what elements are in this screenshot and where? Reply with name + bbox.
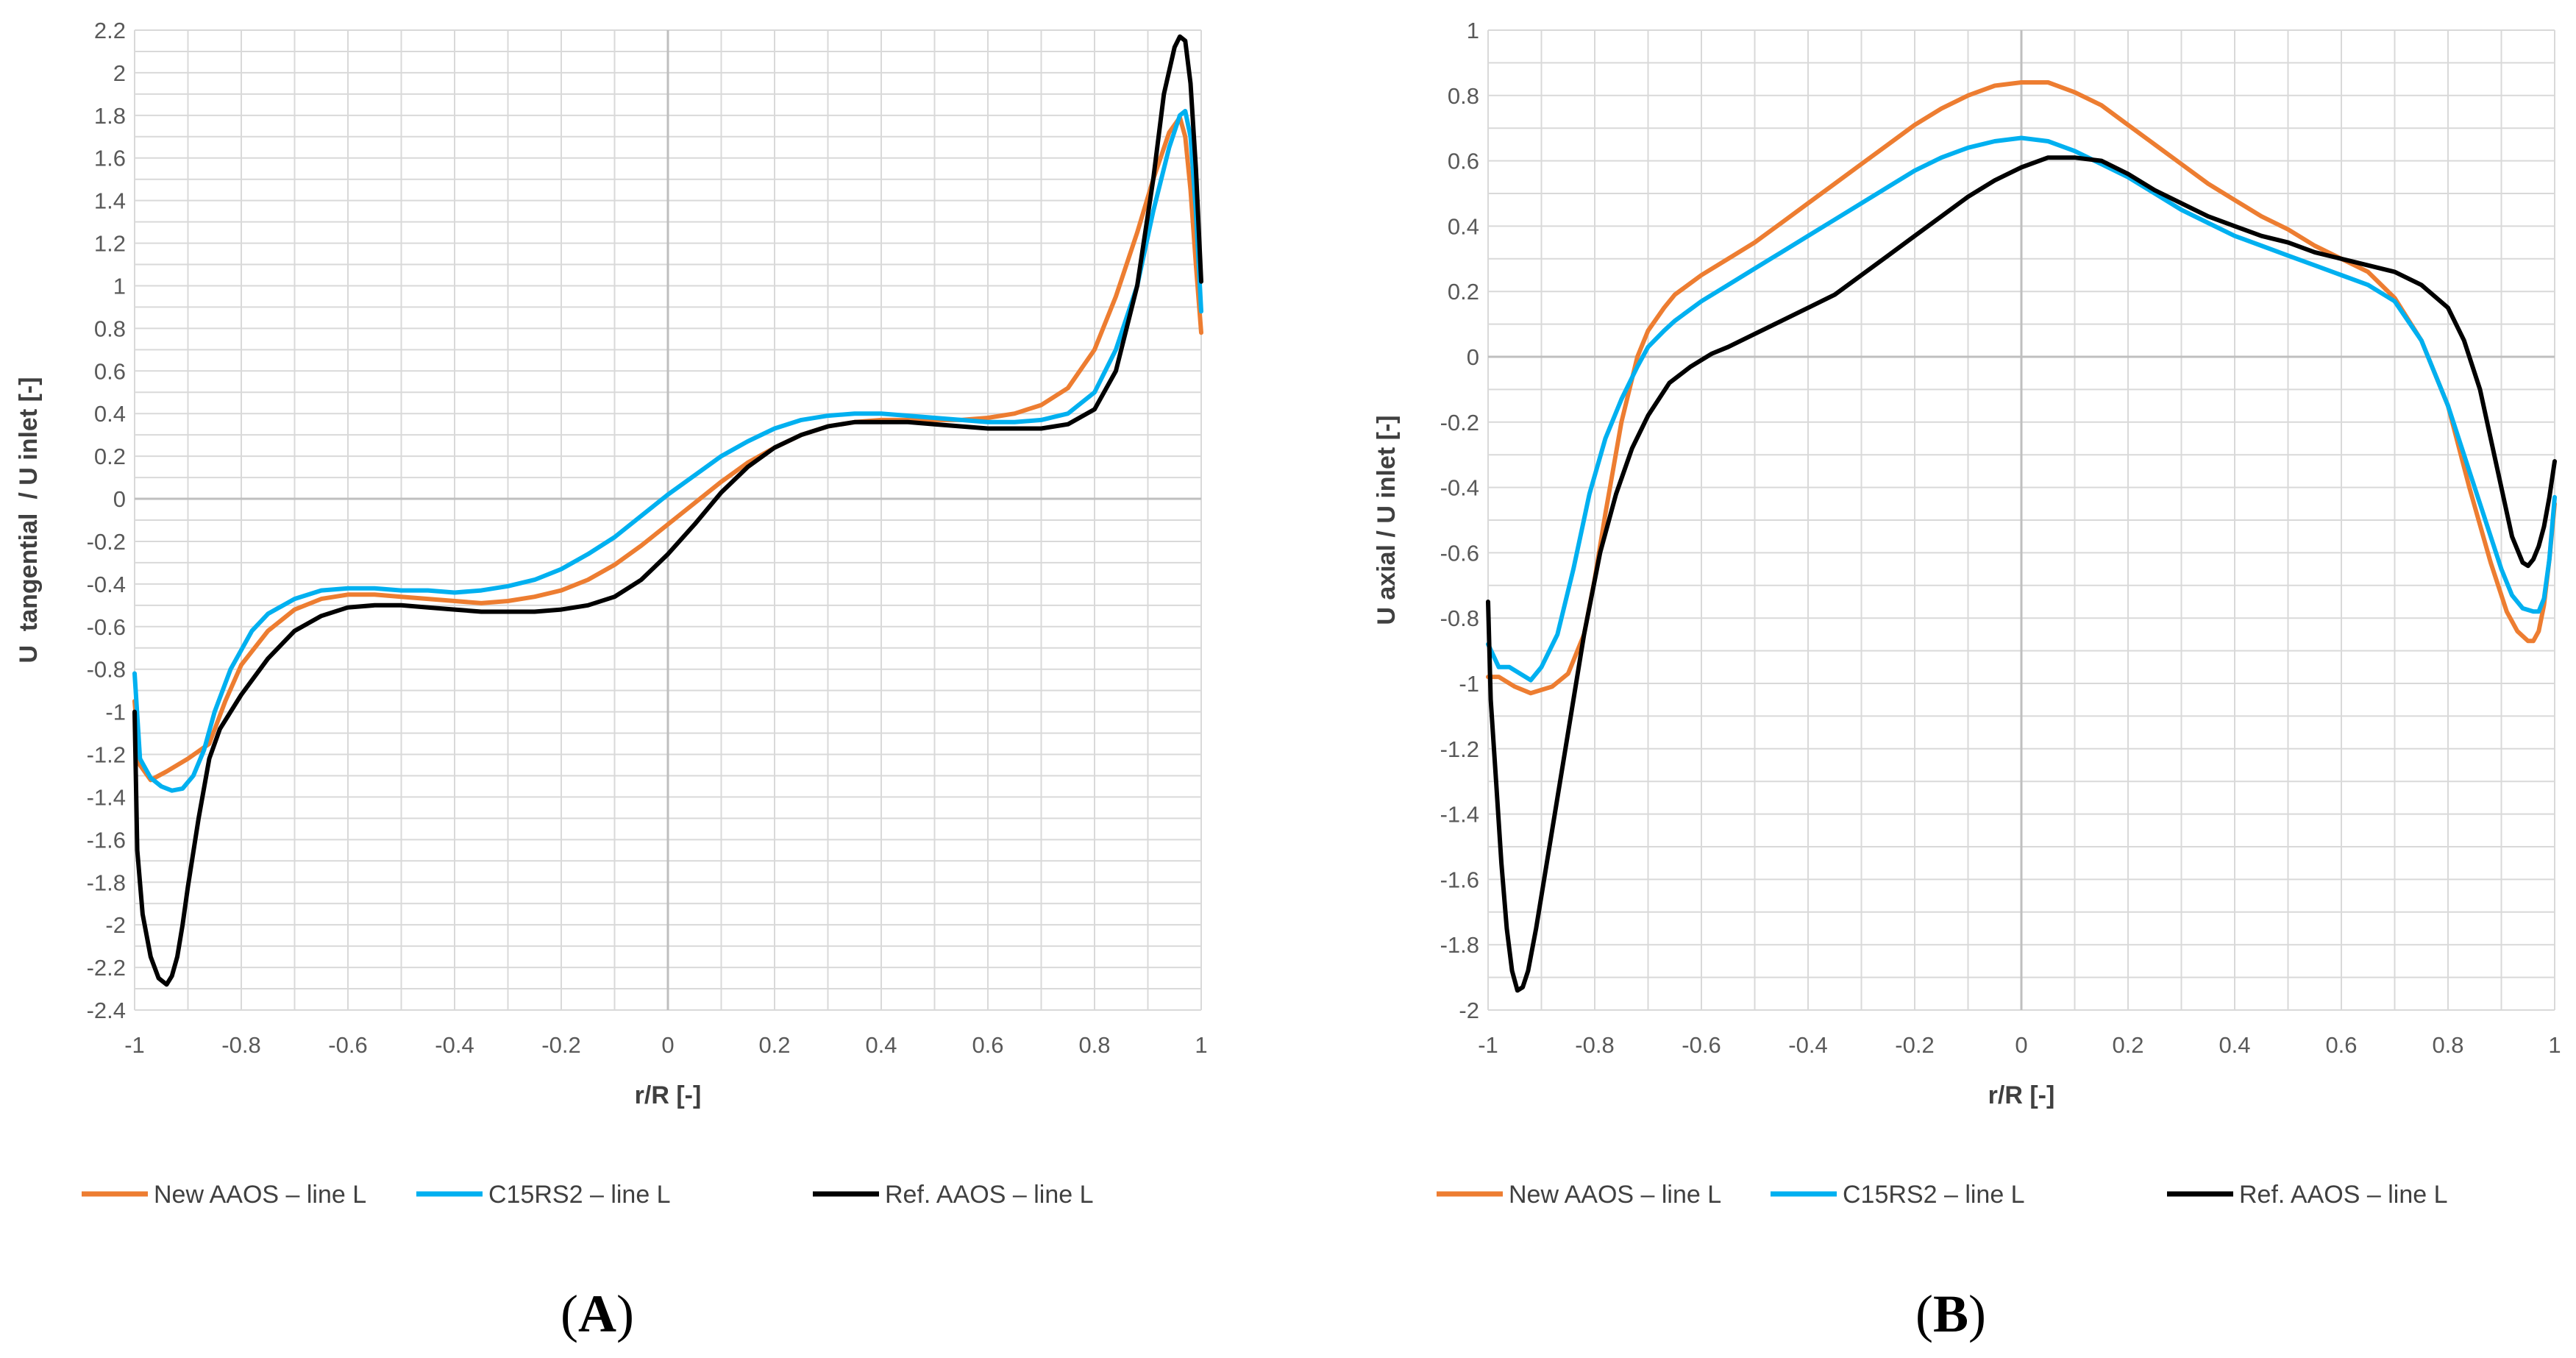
pa-x-tick-label: -0.6 [328, 1032, 367, 1058]
pa-y-tick-label: -0.6 [87, 614, 126, 640]
pa-y-tick-label: 1.4 [94, 188, 126, 214]
pb-x-tick-label: -0.6 [1682, 1032, 1721, 1058]
pb-x-tick-label: 0 [2015, 1032, 2027, 1058]
pa-y-tick-label: -0.4 [87, 572, 126, 597]
pb-y-tick-label: 0.8 [1448, 83, 1479, 109]
pa-y-tick-label: -1 [105, 700, 126, 725]
pb-legend-label-2: C15RS2 – line L [1843, 1181, 2025, 1209]
pb-y-tick-label: -1.8 [1440, 932, 1479, 958]
pb-y-tick-label: -1.6 [1440, 867, 1479, 892]
pa-y-tick-label: 0 [113, 486, 126, 512]
pb-y-tick-label: 0.2 [1448, 279, 1479, 305]
pa-x-tick-label: 0.6 [972, 1032, 1003, 1058]
pb-x-tick-label: -0.8 [1575, 1032, 1614, 1058]
pb-x-tick-label: 0.6 [2325, 1032, 2357, 1058]
pb-x-tick-label: -0.4 [1788, 1032, 1827, 1058]
pb-x-tick-label: -1 [1478, 1032, 1498, 1058]
pa-y-tick-label: 1 [113, 273, 126, 299]
pb-y-tick-label: 0.6 [1448, 149, 1479, 174]
pa-panel-label: (A) [561, 1284, 634, 1343]
pb-series-line-3 [1486, 155, 2557, 993]
pb-y-tick-label: -0.2 [1440, 410, 1479, 436]
pa-y-tick-label: 2.2 [94, 18, 126, 43]
pa-legend-label-2: C15RS2 – line L [488, 1181, 671, 1209]
pa-x-tick-label: -0.4 [435, 1032, 474, 1058]
pa-y-tick-label: -1.8 [87, 870, 126, 895]
pa-x-tick-label: 0.2 [758, 1032, 790, 1058]
pb-legend-label-3: Ref. AAOS – line L [2239, 1181, 2448, 1209]
pa-gridlines [134, 29, 1202, 1011]
pa-x-tick-label: -0.8 [221, 1032, 260, 1058]
pb-x-tick-label: 0.2 [2112, 1032, 2143, 1058]
pa-y-tick-label: -2.4 [87, 998, 126, 1023]
pa-y-tick-label: -0.2 [87, 529, 126, 555]
pb-y-tick-label: 0 [1467, 344, 1479, 370]
pa-series-line-1 [132, 115, 1203, 783]
pa-y-tick-label: -2.2 [87, 955, 126, 981]
pa-x-tick-label: 0.4 [865, 1032, 897, 1058]
pa-x-axis-title: r/R [-] [635, 1081, 702, 1109]
pb-series-line-2 [1486, 135, 2557, 683]
pa-legend-label-3: Ref. AAOS – line L [885, 1181, 1094, 1209]
pb-y-tick-label: -0.6 [1440, 540, 1479, 566]
pa-x-tick-label: -1 [124, 1032, 145, 1058]
pa-y-tick-label: -1.2 [87, 742, 126, 768]
pa-y-tick-label: 1.6 [94, 146, 126, 171]
panel-b-chart: -2 -1.8 -1.6 -1.4 -1.2 -1 -0.8 -0.6 -0.4 -0.2 0 0.2… [1373, 18, 2561, 1343]
pa-y-tick-label: -1.4 [87, 784, 126, 810]
pb-y-tick-label: -2 [1459, 998, 1479, 1023]
pb-y-tick-label: 1 [1467, 18, 1479, 43]
pb-x-axis-title: r/R [-] [1988, 1081, 2055, 1109]
pb-series-line-1 [1486, 80, 2557, 696]
pb-legend-label-1: New AAOS – line L [1509, 1181, 1721, 1209]
pa-y-tick-label: 1.2 [94, 231, 126, 257]
pa-y-axis-title: U tangential / U inlet [-] [15, 377, 43, 663]
pb-x-tick-label: 0.4 [2219, 1032, 2250, 1058]
pb-y-tick-label: -1.4 [1440, 802, 1479, 828]
pa-y-tick-label: -0.8 [87, 657, 126, 683]
pa-legend: New AAOS – line L C15RS2 – line L Ref. AAO… [82, 1181, 1094, 1209]
pa-y-tick-label: 0.6 [94, 358, 126, 384]
pa-series-line-3 [132, 34, 1203, 987]
pa-y-tick-label: 1.8 [94, 103, 126, 129]
pb-y-axis-title: U axial / U inlet [-] [1373, 415, 1401, 625]
pa-y-tick-label: 0.2 [94, 444, 126, 469]
pa-x-tick-label: 0 [661, 1032, 674, 1058]
pa-legend-label-1: New AAOS – line L [154, 1181, 366, 1209]
pa-y-tick-label: 0.4 [94, 401, 126, 427]
pa-y-tick-label: 2 [113, 60, 126, 86]
pa-x-tick-label: -0.2 [541, 1032, 580, 1058]
pb-y-tick-label: -0.8 [1440, 605, 1479, 631]
pa-series-line-2 [132, 109, 1203, 793]
panel-a-chart: -2.4 -2.2 -2 -1.8 -1.6 -1.4 -1.2 -1 -0.8 -0.6 -0.4… [15, 18, 1208, 1343]
pb-y-tick-label: -1 [1459, 671, 1479, 697]
pb-legend: New AAOS – line L C15RS2 – line L Ref. AAO… [1437, 1181, 2448, 1209]
pb-x-tick-label: -0.2 [1895, 1032, 1934, 1058]
pb-y-tick-label: -1.2 [1440, 736, 1479, 762]
pb-y-tick-label: -0.4 [1440, 475, 1479, 501]
pb-y-tick-label: 0.4 [1448, 213, 1479, 239]
pb-x-tick-label: 1 [2548, 1032, 2561, 1058]
pa-x-tick-label: 0.8 [1078, 1032, 1110, 1058]
pa-x-tick-label: 1 [1195, 1032, 1207, 1058]
pa-y-tick-label: -2 [105, 912, 126, 938]
pb-x-tick-label: 0.8 [2432, 1032, 2463, 1058]
pa-y-tick-label: -1.6 [87, 827, 126, 853]
pa-y-tick-label: 0.8 [94, 316, 126, 341]
pb-panel-label: (B) [1915, 1284, 1986, 1343]
